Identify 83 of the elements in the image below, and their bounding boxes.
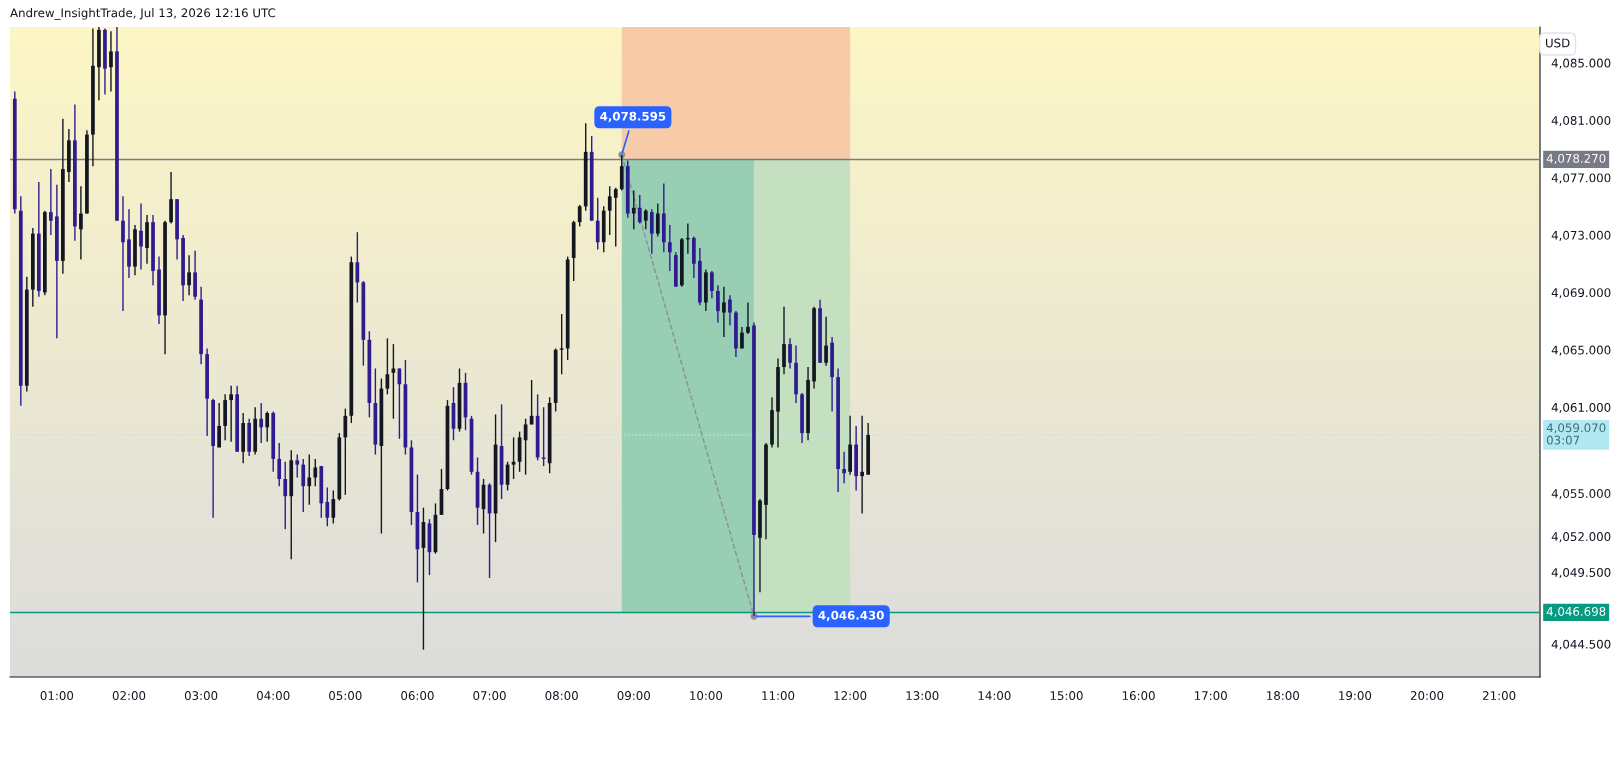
candlestick	[229, 385, 234, 443]
x-tick-label: 04:00	[256, 691, 290, 701]
text: USD	[1546, 38, 1570, 48]
candlestick	[710, 270, 714, 299]
candlestick	[643, 208, 648, 231]
candlestick	[619, 154, 624, 192]
x-tick-label: 06:00	[401, 691, 434, 701]
y-tick-label: 4,052.000	[1551, 532, 1611, 543]
candlestick	[169, 171, 173, 225]
candlestick	[649, 208, 654, 255]
candlestick	[655, 202, 660, 238]
x-tick-label: 21:00	[1482, 691, 1516, 701]
y-tick-label: 4,073.000	[1551, 230, 1611, 241]
x-tick-label: 12:00	[834, 691, 867, 701]
candlestick	[79, 185, 83, 261]
candlestick	[139, 202, 143, 271]
annotation: 4,046.430	[818, 610, 884, 622]
candlestick	[343, 407, 348, 496]
candlestick	[613, 187, 618, 248]
candlestick	[283, 461, 288, 530]
candlestick	[607, 185, 612, 236]
candlestick	[559, 313, 564, 375]
candlestick	[325, 486, 330, 528]
x-tick-label: 18:00	[1267, 691, 1300, 701]
candlestick	[637, 194, 642, 225]
candlestick	[631, 189, 636, 231]
y-tick-label: 4,055.000	[1551, 489, 1611, 500]
candlestick	[667, 224, 672, 272]
x-tick-label: 09:00	[617, 691, 651, 701]
y-tick-label: 4,069.000	[1551, 288, 1611, 299]
candlestick	[842, 451, 846, 484]
x-tick-label: 01:00	[40, 691, 74, 701]
x-tick-label: 02:00	[112, 691, 146, 701]
x-tick-label: 14:00	[978, 691, 1011, 701]
candlestick	[541, 406, 546, 467]
candlestick	[121, 195, 125, 312]
ref-line-label: 4,059.070 03:07	[1546, 423, 1606, 445]
y-tick-label: 4,085.000	[1551, 58, 1611, 69]
candlestick	[109, 30, 113, 93]
y-tick-label: 4,065.000	[1551, 345, 1611, 356]
x-tick-label: 10:00	[690, 691, 723, 701]
candlestick	[313, 458, 318, 487]
x-tick-label: 03:00	[184, 691, 218, 701]
x-tick-label: 11:00	[762, 691, 795, 701]
candlestick	[577, 204, 582, 228]
candlestick	[824, 316, 828, 367]
ref-line-label: 4,046.698	[1546, 606, 1606, 618]
y-tick-label: 4,081.000	[1551, 115, 1611, 127]
candlestick	[259, 402, 264, 444]
x-tick-label: 16:00	[1122, 691, 1155, 701]
candlestick	[716, 284, 720, 324]
x-tick-label: 07:00	[473, 691, 506, 701]
candlestick	[295, 453, 300, 479]
y-tick-label: 4,049.500	[1551, 567, 1611, 579]
x-tick-label: 13:00	[906, 691, 939, 701]
candlestick	[782, 306, 786, 375]
candlestick	[746, 301, 750, 335]
candlestick	[788, 337, 792, 370]
candlestick	[265, 410, 270, 443]
text: Andrew_InsightTrade, Jul 13, 2026 12:16 UTC	[10, 8, 276, 20]
ref-line-label: 4,078.270	[1546, 153, 1606, 165]
y-tick-label: 4,044.500	[1551, 639, 1611, 650]
y-tick-label: 4,077.000	[1551, 173, 1611, 184]
annotation: 4,078.595	[600, 111, 666, 123]
x-tick-label: 05:00	[329, 691, 362, 701]
candlestick	[301, 458, 306, 513]
x-tick-label: 20:00	[1410, 691, 1444, 701]
candlestick	[307, 453, 312, 506]
candlestick	[860, 415, 864, 515]
candlestick	[331, 489, 336, 525]
x-tick-label: 08:00	[545, 691, 578, 701]
x-tick-label: 15:00	[1050, 691, 1083, 701]
candlestick	[217, 402, 221, 449]
candlestick	[722, 286, 726, 338]
candlestick	[49, 168, 53, 236]
x-tick-label: 19:00	[1339, 691, 1372, 701]
y-tick-label: 4,061.000	[1551, 402, 1611, 414]
candlestick	[355, 231, 360, 304]
candlestick	[277, 442, 282, 487]
x-tick-label: 17:00	[1194, 691, 1227, 701]
candlestick	[187, 254, 191, 297]
candlestick	[595, 197, 600, 251]
candlestick	[728, 294, 732, 327]
